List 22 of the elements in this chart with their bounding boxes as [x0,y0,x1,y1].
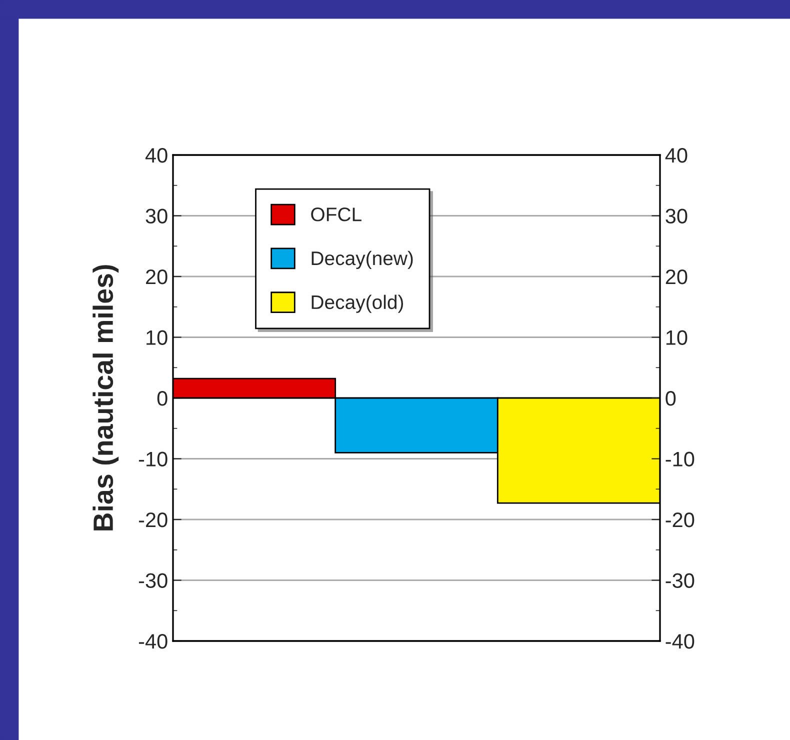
y2-tick-label: 20 [666,270,688,284]
y-tick-label: 10 [146,330,168,346]
y2-tick-label: -40 [666,634,694,649]
y2-tick-label: -10 [666,452,694,467]
y-tick-label: 40 [145,148,168,163]
y-tick-label: -30 [138,573,168,588]
y-tick-label: 0 [157,391,168,406]
y2-tick-label: 30 [666,208,688,224]
y-tick-label: -10 [138,452,168,467]
y-tick-label: 30 [146,208,168,224]
y2-tick-label: 0 [666,391,676,406]
y-tick-label: 20 [146,270,168,284]
y2-tick-label: -20 [666,512,694,528]
legend-label: OFCL [311,208,362,222]
legend-label: Decay(new) [312,250,413,270]
y2-tick-label: -30 [666,573,694,588]
legend-label: Decay(old) [312,294,404,313]
y-axis-title: Bias (nautical miles) [92,265,119,530]
y2-tick-label: 10 [666,330,688,346]
y-tick-label: -40 [138,634,168,649]
y-tick-label: -20 [138,512,168,528]
y2-tick-label: 40 [665,148,688,163]
